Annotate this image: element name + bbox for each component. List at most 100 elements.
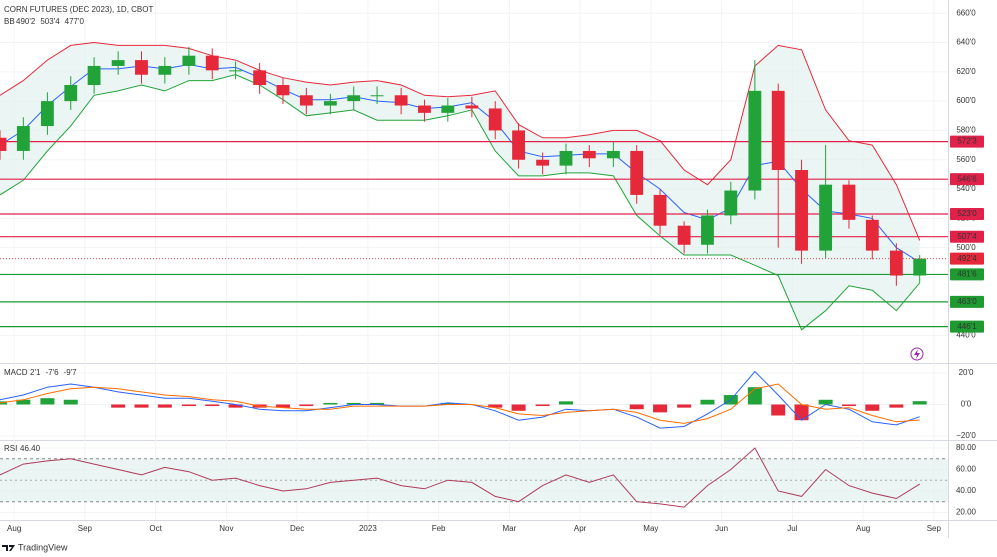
candle-body: [229, 70, 243, 72]
x-tick-label: Jul: [787, 524, 797, 533]
histogram-bar: [889, 404, 904, 408]
histogram-bar: [841, 404, 856, 407]
histogram-bar: [299, 404, 314, 407]
candle-body: [418, 105, 431, 113]
histogram-bar: [912, 401, 927, 405]
candle-body: [441, 105, 455, 113]
histogram-bar: [653, 404, 668, 413]
candle-body: [135, 60, 148, 75]
y-tick-label: 540'0: [956, 184, 976, 193]
y-tick-label: 620'0: [956, 67, 976, 76]
y-tick-label: 0'0: [961, 400, 972, 409]
level-label: 481'6: [957, 270, 977, 279]
bb-middle: [0, 63, 920, 263]
level-label: 446'1: [957, 322, 977, 331]
legend-value: 477'0: [65, 17, 85, 26]
candle-body: [842, 184, 856, 220]
histogram-bar: [865, 404, 880, 411]
level-label-box: [950, 135, 984, 148]
candle-body: [748, 90, 762, 191]
x-tick-label: Aug: [7, 524, 21, 533]
candle-body: [0, 137, 7, 151]
level-label: 507'4: [957, 232, 977, 241]
indicator-name: BB: [4, 17, 15, 26]
candle-body: [205, 55, 219, 71]
rsi-line: [0, 447, 920, 508]
x-tick-label: Sep: [927, 524, 942, 533]
legend-value: 490'2: [16, 17, 36, 26]
candle-body: [465, 105, 479, 109]
chart-title: CORN FUTURES (DEC 2023), 1D, CBOT: [4, 5, 153, 14]
candle-body: [606, 150, 620, 159]
y-tick-label: 60.00: [956, 465, 977, 474]
level-label-box: [950, 230, 984, 243]
candle-body: [182, 55, 196, 66]
histogram-bar: [511, 404, 526, 411]
histogram-bar: [228, 404, 243, 408]
legend-value: 503'4: [40, 17, 60, 26]
bb-lower: [0, 74, 921, 331]
histogram-bar: [629, 404, 644, 410]
level-label-box: [950, 320, 984, 333]
legend-value: 2'1: [30, 368, 41, 377]
brand-logo: [2, 545, 15, 551]
histogram-bar: [346, 402, 361, 405]
x-tick-label: Jun: [715, 524, 728, 533]
level-label: 572'3: [957, 137, 977, 146]
histogram-bar: [488, 404, 503, 408]
candle-body: [724, 190, 738, 216]
y-tick-label: 660'0: [956, 8, 976, 17]
histogram-bar: [370, 402, 385, 405]
candle-body: [913, 258, 927, 276]
level-label-box: [950, 268, 984, 281]
candle-body: [771, 90, 785, 171]
candle-body: [347, 95, 361, 102]
candle-body: [323, 101, 337, 106]
candle-body: [299, 95, 313, 106]
x-tick-label: May: [643, 524, 658, 533]
level-label: 546'6: [957, 174, 977, 183]
brand: TradingView: [18, 542, 68, 552]
y-tick-label: 600'0: [956, 96, 976, 105]
candle-body: [653, 194, 667, 226]
x-tick-label: Apr: [574, 524, 587, 533]
histogram-bar: [157, 404, 172, 408]
y-tick-label: 640'0: [956, 38, 976, 47]
histogram-bar: [111, 404, 126, 408]
candle-body: [701, 215, 714, 245]
histogram-bar: [535, 404, 550, 407]
alert-icon[interactable]: [910, 347, 924, 361]
histogram-bar: [16, 399, 31, 405]
level-label: 523'0: [957, 209, 977, 218]
histogram-bar: [747, 387, 762, 405]
x-tick-label: Mar: [502, 524, 516, 533]
y-tick-label: 20.00: [956, 508, 977, 517]
plot: [0, 41, 948, 508]
y-tick-label: 80.00: [956, 443, 977, 452]
level-label-box: [950, 295, 984, 308]
candle-body: [111, 60, 125, 66]
signal-line: [0, 383, 920, 424]
histogram-bar: [181, 404, 196, 407]
histogram-bar: [205, 404, 220, 407]
level-label-box: [950, 207, 984, 220]
last-price-box: [950, 252, 984, 265]
histogram-bar: [275, 404, 290, 408]
candle-body: [582, 150, 596, 159]
level-label: 463'0: [957, 297, 977, 306]
last-price-label: 492'4: [957, 254, 977, 263]
candle-body: [40, 101, 54, 127]
candle-body: [87, 65, 101, 86]
candle-body: [677, 225, 691, 245]
y-tick-label: 20'0: [959, 368, 974, 377]
histogram-bar: [134, 404, 149, 408]
y-tick-label: 500'0: [956, 243, 976, 252]
histogram-bar: [40, 398, 55, 405]
x-tick-label: 2023: [359, 524, 377, 533]
candle-body: [889, 250, 903, 276]
y-tick-label: −20'0: [956, 431, 976, 440]
candle-body: [253, 70, 267, 86]
y-tick-label: 440'0: [956, 331, 976, 340]
histogram-bar: [558, 401, 573, 405]
